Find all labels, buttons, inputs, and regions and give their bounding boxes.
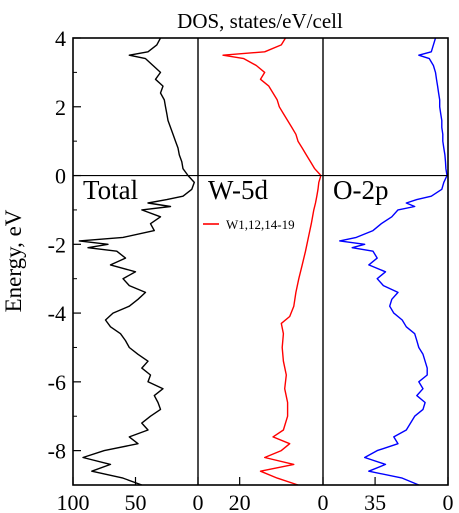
panel-0: 100 50 0 Total	[57, 37, 204, 513]
x-tick-label-0-2: 0	[193, 490, 204, 513]
x-tick-label-1-0: 20	[229, 490, 251, 513]
x-tick-label-2-0: 35	[364, 490, 386, 513]
legend-label-w5d: W1,12,14-19	[226, 217, 295, 232]
y-tick-label-4: -4	[48, 301, 66, 326]
y-axis-label: Energy, eV	[1, 209, 26, 312]
dos-curve-0-0	[78, 37, 196, 486]
dos-curve-2-0	[339, 37, 448, 486]
legend: W1,12,14-19	[203, 217, 295, 232]
panel-label-1: W-5d	[208, 175, 268, 205]
chart-title: DOS, states/eV/cell	[177, 9, 343, 33]
x-tick-label-2-1: 0	[443, 490, 454, 513]
x-tick-label-0-1: 50	[125, 490, 147, 513]
plot-border	[72, 37, 449, 486]
y-tick-label-1: 2	[55, 95, 66, 120]
plot-frame	[72, 37, 449, 486]
panel-2: 35 0 O-2p	[333, 37, 454, 513]
y-tick-label-3: -2	[48, 232, 66, 257]
dos-curve-1-0	[222, 37, 322, 486]
x-tick-label-1-1: 0	[318, 490, 329, 513]
y-tick-label-0: 4	[55, 26, 66, 51]
y-tick-label-2: 0	[55, 164, 66, 189]
panel-label-2: O-2p	[333, 175, 389, 205]
y-axis-ticks: 4 2 0 -2 -4 -6 -8	[48, 26, 81, 464]
x-tick-label-0-0: 100	[57, 490, 90, 513]
y-tick-label-5: -6	[48, 370, 66, 395]
panel-label-0: Total	[83, 175, 138, 205]
panel-1: 20 0 W-5d	[208, 37, 329, 513]
y-tick-label-6: -8	[48, 439, 66, 464]
